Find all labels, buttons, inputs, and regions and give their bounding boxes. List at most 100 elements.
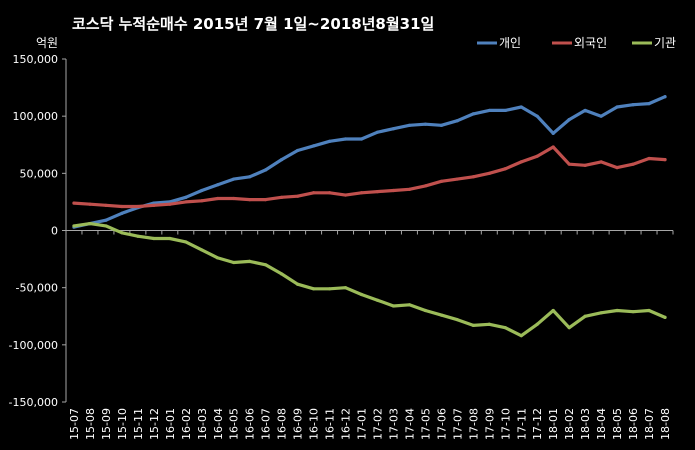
data-point bbox=[471, 112, 475, 116]
data-point bbox=[375, 298, 380, 302]
data-point bbox=[264, 168, 268, 172]
y-tick-label: 100,000 bbox=[13, 110, 59, 123]
data-point bbox=[216, 183, 220, 187]
x-tick-label: 16-06 bbox=[244, 408, 257, 440]
x-tick-label: 17-11 bbox=[515, 408, 528, 440]
data-point bbox=[391, 188, 396, 193]
x-tick-label: 16-10 bbox=[308, 408, 321, 440]
data-point bbox=[599, 311, 603, 315]
data-point bbox=[88, 202, 92, 206]
data-point bbox=[343, 137, 348, 141]
data-point bbox=[248, 175, 252, 179]
data-point bbox=[264, 263, 268, 267]
x-tick-label: 18-08 bbox=[659, 408, 672, 440]
data-point bbox=[551, 145, 555, 149]
data-point bbox=[663, 315, 667, 319]
data-point bbox=[248, 198, 252, 202]
x-tick-label: 18-04 bbox=[595, 408, 608, 440]
data-point bbox=[391, 127, 396, 131]
data-point bbox=[104, 224, 108, 228]
data-point bbox=[343, 193, 348, 197]
data-point bbox=[663, 158, 667, 162]
data-point bbox=[200, 248, 204, 252]
data-point bbox=[296, 194, 300, 198]
series-lines bbox=[72, 95, 667, 338]
data-point bbox=[232, 177, 236, 181]
data-point bbox=[232, 260, 236, 265]
legend-label: 기관 bbox=[654, 36, 676, 50]
data-point bbox=[631, 310, 635, 314]
data-point bbox=[120, 211, 124, 215]
data-point bbox=[120, 204, 124, 209]
data-point bbox=[615, 166, 619, 170]
x-tick-label: 18-02 bbox=[563, 408, 576, 440]
data-point bbox=[296, 282, 300, 286]
series-line bbox=[72, 222, 667, 338]
x-tick-label: 18-01 bbox=[547, 408, 560, 440]
x-tick-label: 18-06 bbox=[627, 408, 640, 440]
data-point bbox=[631, 162, 635, 166]
data-point bbox=[455, 177, 459, 181]
data-point bbox=[359, 191, 364, 195]
x-axis: 15-07 15-08 15-09 15-10 15-11 15-12 16-01 16-02… bbox=[65, 230, 674, 440]
y-tick-label: 50,000 bbox=[20, 167, 59, 180]
x-tick-label: 17-04 bbox=[403, 408, 416, 440]
x-tick-label: 16-11 bbox=[324, 408, 337, 440]
data-point bbox=[136, 234, 140, 238]
data-point bbox=[423, 122, 428, 126]
data-point bbox=[168, 202, 172, 206]
data-point bbox=[152, 236, 156, 241]
data-point bbox=[168, 236, 172, 241]
data-point bbox=[184, 200, 188, 204]
data-point bbox=[519, 105, 523, 109]
data-point bbox=[327, 287, 332, 291]
data-point bbox=[72, 201, 76, 205]
data-point bbox=[327, 191, 332, 195]
x-tick-label: 16-01 bbox=[164, 408, 177, 440]
legend-label: 개인 bbox=[499, 36, 521, 50]
data-point bbox=[72, 224, 76, 228]
data-point bbox=[311, 287, 316, 291]
data-point bbox=[583, 314, 587, 318]
data-point bbox=[487, 322, 491, 326]
data-point bbox=[471, 323, 475, 327]
data-point bbox=[311, 191, 316, 195]
data-point bbox=[439, 179, 443, 183]
data-point bbox=[439, 313, 443, 317]
data-point bbox=[455, 119, 459, 123]
x-tick-label: 15-09 bbox=[100, 408, 113, 440]
data-point bbox=[567, 162, 571, 166]
data-point bbox=[535, 114, 539, 118]
y-axis: 150,000 100,000 50,000 0 -50,000 -100,000 -150… bbox=[9, 53, 67, 409]
data-point bbox=[88, 222, 92, 226]
data-point bbox=[599, 160, 603, 164]
y-axis-unit-label: 억원 bbox=[36, 36, 58, 50]
x-tick-label: 16-02 bbox=[180, 408, 193, 440]
data-point bbox=[200, 199, 204, 203]
x-tick-label: 18-05 bbox=[611, 408, 624, 440]
data-point bbox=[280, 272, 284, 276]
chart-title: 코스닥 누적순매수 2015년 7월 1일~2018년8월31일 bbox=[72, 15, 434, 33]
data-point bbox=[519, 160, 523, 164]
x-tick-label: 17-05 bbox=[419, 408, 432, 440]
data-point bbox=[439, 123, 443, 127]
x-tick-label: 16-03 bbox=[196, 408, 209, 440]
x-tick-label: 17-06 bbox=[435, 408, 448, 440]
legend: 개인 외국인 기관 bbox=[477, 36, 676, 50]
data-point bbox=[487, 108, 491, 113]
data-point bbox=[615, 105, 619, 109]
data-point bbox=[599, 114, 603, 118]
data-point bbox=[503, 108, 507, 113]
data-point bbox=[375, 190, 380, 194]
x-tick-label: 15-10 bbox=[116, 408, 129, 440]
data-point bbox=[471, 175, 475, 179]
x-tick-label: 16-05 bbox=[228, 408, 241, 440]
data-point bbox=[104, 218, 108, 222]
data-point bbox=[311, 144, 316, 148]
x-tick-label: 16-09 bbox=[292, 408, 305, 440]
x-tick-label: 16-12 bbox=[340, 408, 353, 440]
x-tick-label: 17-09 bbox=[483, 408, 496, 440]
data-point bbox=[104, 203, 108, 207]
data-point bbox=[375, 130, 380, 134]
data-point bbox=[359, 292, 364, 297]
